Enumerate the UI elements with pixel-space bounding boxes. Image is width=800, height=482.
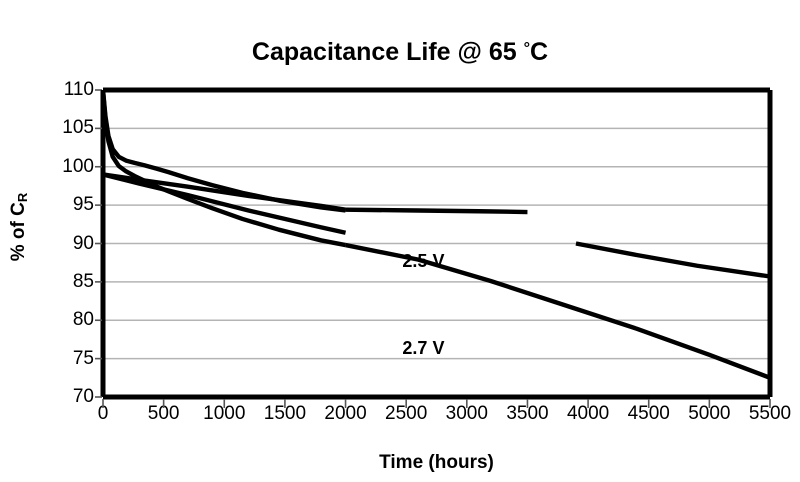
plot-frame <box>100 87 773 400</box>
y-tick-label: 100 <box>62 155 94 177</box>
x-tick-label: 3500 <box>506 403 549 424</box>
x-tick-label: 2500 <box>385 403 428 424</box>
data-series-group <box>100 89 771 380</box>
chart-title: Capacitance Life @ 65 °C <box>0 38 800 67</box>
degree-symbol: ° <box>523 40 531 57</box>
x-tick-label: 4500 <box>627 403 670 424</box>
y-tick-label: 110 <box>63 79 94 100</box>
y-tick-label: 85 <box>72 270 94 292</box>
gridlines <box>103 89 770 360</box>
x-tick-label: 5000 <box>688 403 731 424</box>
series-label-2-7-v: 2.7 V <box>402 337 445 358</box>
y-tick-label: 75 <box>72 347 94 369</box>
x-tick-label: 0 <box>97 403 109 424</box>
series-line-segment <box>102 172 346 212</box>
x-tick-label: 4000 <box>566 403 610 424</box>
chart-title-unit: C <box>530 38 549 66</box>
x-axis-title: Time (hours) <box>379 452 494 473</box>
series-line-segment <box>345 242 771 380</box>
chart-title-main: Capacitance Life @ 65 <box>251 38 524 66</box>
series-line-segment <box>100 89 346 248</box>
series-line-segment <box>575 241 771 279</box>
x-tick-label: 5500 <box>748 403 792 424</box>
y-axis-ticks <box>95 89 102 398</box>
x-tick-label: 2000 <box>324 403 367 424</box>
y-tick-label: 90 <box>72 232 94 254</box>
x-tick-label: 1000 <box>203 403 246 424</box>
x-tick-label: 1500 <box>263 403 307 424</box>
series-2-5-v <box>100 89 771 279</box>
y-tick-label: 80 <box>72 309 94 331</box>
series-2-7-v <box>100 89 771 380</box>
y-tick-label: 105 <box>62 117 94 139</box>
series-line-segment <box>102 172 347 235</box>
series-line-segment <box>345 207 528 215</box>
y-tick-label: 70 <box>72 386 94 407</box>
y-tick-label: 95 <box>72 194 94 216</box>
x-tick-label: 500 <box>147 403 180 424</box>
x-tick-label: 3000 <box>445 403 488 424</box>
x-axis-ticks <box>102 399 771 408</box>
